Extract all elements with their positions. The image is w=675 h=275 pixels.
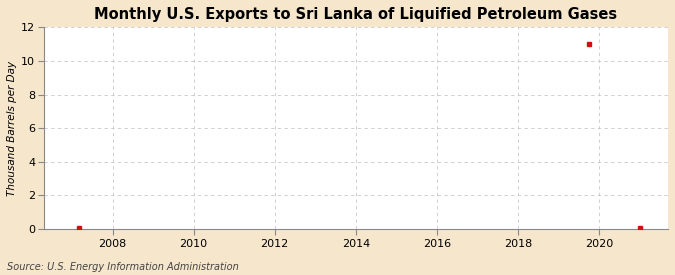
Y-axis label: Thousand Barrels per Day: Thousand Barrels per Day [7, 60, 17, 196]
Title: Monthly U.S. Exports to Sri Lanka of Liquified Petroleum Gases: Monthly U.S. Exports to Sri Lanka of Liq… [95, 7, 618, 22]
Text: Source: U.S. Energy Information Administration: Source: U.S. Energy Information Administ… [7, 262, 238, 272]
